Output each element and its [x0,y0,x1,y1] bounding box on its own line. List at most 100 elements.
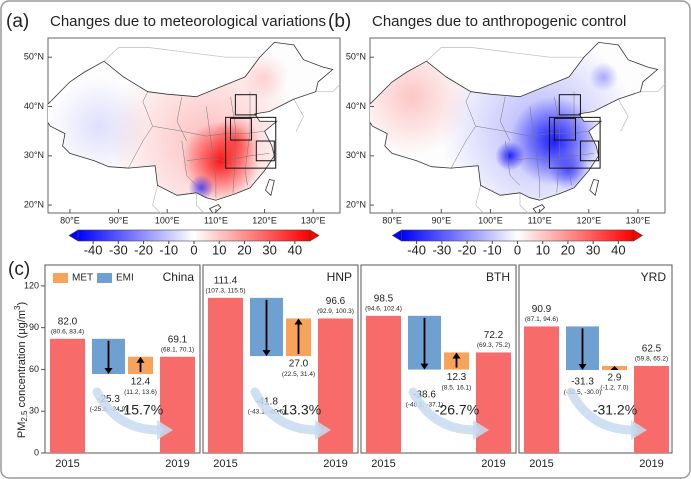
region-box [234,94,257,116]
colorbar-tick-label: -20 [134,242,153,257]
colorbar-end [391,229,402,242]
change-arrowhead [136,356,145,363]
neighbor-border [152,185,161,213]
value-label: 12.4 [131,377,151,388]
colorbar-tick-label: -40 [407,242,426,257]
change-arrowhead [104,368,113,375]
interval-label: (8.5, 16.1) [442,384,472,391]
map-title: Changes due to meteorological variations [50,13,326,30]
value-label: 69.1 [168,334,188,345]
y-tick-label: 20°N [346,199,366,209]
bar [160,356,195,453]
value-label: 90.9 [532,304,552,315]
neighbor-border [426,47,584,62]
province-border [244,91,251,186]
x-tick-label: 2015 [55,458,79,470]
province-border [475,125,589,137]
neighbor-border [475,185,485,213]
x-tick-label: 2015 [529,458,553,470]
x-tick-label: 2015 [371,458,395,470]
trend-arrow [566,387,638,435]
colorbar-tick-label: -10 [159,242,178,257]
colorbar-tick-label: -30 [109,242,128,257]
province-border [450,91,476,169]
change-arrowhead [294,318,303,325]
province-border [176,96,187,142]
region-box [579,140,600,162]
colorbar-tick-label: 30 [586,242,600,257]
land-outline [265,179,275,197]
colorbar-tick-label: 0 [190,242,197,257]
colorbar-tick-label: 10 [212,242,226,257]
field-blob [50,76,148,176]
x-tick-label: 120°E [576,215,601,225]
interval-label: (59.8, 65.2) [635,356,668,363]
x-tick-label: 90°E [109,215,129,225]
panel-label: (b) [328,11,351,32]
province-border [554,96,560,193]
trend-arrowhead [157,420,173,440]
y-axis-label-part: concentration (μg/m [16,310,28,411]
value-label: -41.8 [255,396,278,407]
neighbor-border [315,83,340,93]
neighbor-border [293,98,304,132]
trend-arrow [92,387,164,435]
region-box [548,116,601,169]
value-label: 111.4 [214,276,238,287]
change-label: -15.7% [119,402,163,418]
province-border [504,140,521,186]
interval-label: (94.6, 102.4) [365,306,402,313]
value-label: 82.0 [58,316,78,327]
colorbar-tick-label: 40 [611,242,625,257]
change-arrowhead [610,365,619,371]
panel-title: HNP [327,270,352,284]
y-axis-label-part: 2.5 [20,410,29,422]
trend-arrowhead [631,420,647,440]
x-tick-label: 100°E [155,215,180,225]
province-border [128,91,153,169]
x-tick-label: 2019 [481,458,505,470]
bar [476,352,511,453]
y-tick-label: 30°N [24,150,44,160]
interval-label: (80.6, 83.4) [51,329,84,336]
y-axis-label-part: 3 [13,305,22,310]
change-arrowhead [420,363,429,370]
panel-label: (a) [6,11,29,32]
interval-label: (11.2, 13.6) [124,389,157,396]
bar [208,297,243,453]
colorbar-end [633,229,644,242]
change-label: -13.3% [277,402,321,418]
y-tick-label: 50°N [346,52,366,62]
y-axis-label: PM2.5 concentration (μg/m3) [13,302,29,438]
region-box [553,117,577,141]
y-tick-label: 120 [24,280,39,290]
interval-label: (68.1, 70.1) [161,346,194,353]
region-box [558,94,581,116]
x-tick-label: 2015 [213,458,237,470]
interval-label: (-32.5, -30.0) [564,389,602,396]
region-box [255,140,275,162]
x-tick-label: 110°E [528,215,552,225]
value-label: 27.0 [289,359,309,370]
change-arrowhead [578,364,587,371]
change-label: -26.7% [435,402,479,418]
change-arrowhead [262,350,271,357]
trend-arrow [250,387,322,435]
y-tick-label: 90 [29,322,39,332]
x-tick-label: 110°E [204,215,228,225]
legend-swatch [53,273,68,283]
x-tick-label: 100°E [478,215,503,225]
neighbor-border [519,192,529,213]
value-label: 2.9 [608,373,622,384]
y-tick-label: 50°N [24,52,44,62]
interval-label: (69.3, 75.2) [477,342,510,349]
colorbar-tick-label: -10 [483,242,502,257]
x-tick-label: 90°E [431,215,451,225]
y-tick-label: 40°N [24,101,44,111]
y-tick-label: 60 [29,364,39,374]
neighbor-border [640,83,665,93]
panel-title: China [163,270,195,284]
province-border [529,106,540,198]
colorbar-tick-label: 20 [561,242,575,257]
